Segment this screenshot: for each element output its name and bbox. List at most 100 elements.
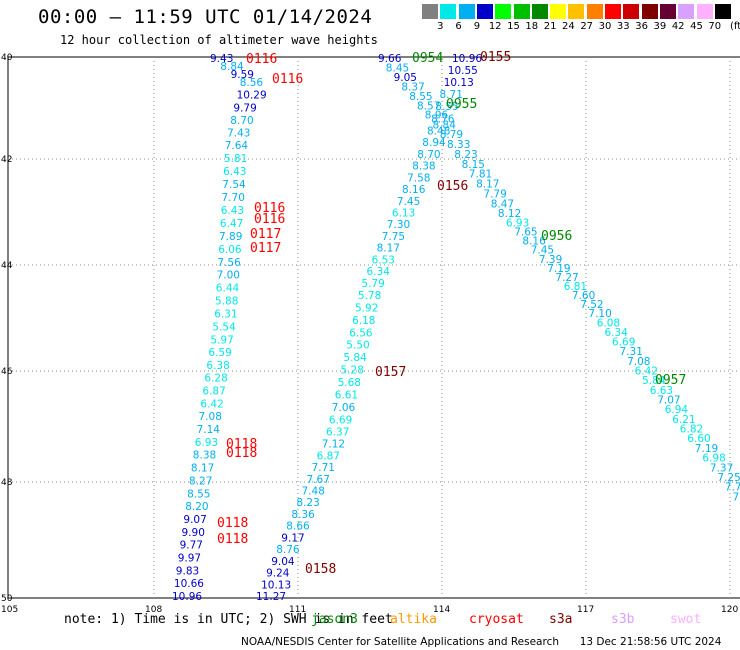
pass-time-label: 0118 xyxy=(226,446,257,461)
wave-height-value: 7.45 xyxy=(531,245,554,257)
color-swatch xyxy=(659,4,676,19)
note-line: note: 1) Time is in UTC; 2) SWH is in fe… xyxy=(64,612,393,627)
wave-height-value: 7.07 xyxy=(657,395,680,407)
satellite-legend-altika: altika xyxy=(390,612,437,627)
wave-height-value: 6.98 xyxy=(702,453,725,465)
wave-height-value: 6.37 xyxy=(326,427,349,439)
longitude-label: 111 xyxy=(289,605,306,615)
wave-height-value: 8.71 xyxy=(440,89,463,101)
wave-height-value: 7.45 xyxy=(397,196,420,208)
latitude-label: 42 xyxy=(1,155,12,165)
wave-height-value: 6.93 xyxy=(506,218,529,230)
color-scale-tick: 9 xyxy=(473,21,481,32)
pass-time-label: 0155 xyxy=(480,50,511,65)
wave-height-value: 7.37 xyxy=(710,462,733,474)
wave-height-value: 6.93 xyxy=(195,437,218,449)
latitude-label: 40 xyxy=(1,53,13,63)
color-swatch xyxy=(531,4,548,19)
wave-height-value: 9.77 xyxy=(180,540,203,552)
pass-time-label: 0116 xyxy=(254,212,285,227)
wave-height-value: 6.42 xyxy=(200,398,223,410)
longitude-label: 117 xyxy=(577,605,594,615)
pass-time-label: 0116 xyxy=(272,72,303,87)
wave-height-value: 8.23 xyxy=(454,149,477,161)
footer: NOAA/NESDIS Center for Satellite Applica… xyxy=(241,636,721,648)
wave-height-value: 8.27 xyxy=(189,475,212,487)
pass-time-label: 0957 xyxy=(655,373,686,388)
wave-height-value: 7.60 xyxy=(572,290,595,302)
wave-height-value: 7.89 xyxy=(219,231,242,243)
wave-height-value: 8.17 xyxy=(191,463,214,475)
wave-height-value: 8.70 xyxy=(417,149,440,161)
latitude-label: 46 xyxy=(1,367,13,377)
satellite-legend-s3a: s3a xyxy=(549,612,573,627)
wave-height-value: 8.55 xyxy=(187,488,210,500)
wave-height-value: 6.87 xyxy=(202,386,225,398)
wave-height-value: 8.84 xyxy=(433,119,457,131)
color-scale-tick: 27 xyxy=(580,21,594,32)
wave-height-value: 6.42 xyxy=(635,366,658,378)
longitude-label: 108 xyxy=(145,605,162,615)
wave-height-value: 8.96 xyxy=(425,110,449,122)
color-swatch xyxy=(586,4,603,19)
pass-time-label: 0955 xyxy=(446,97,477,112)
color-swatch xyxy=(422,4,438,19)
wave-height-value: 8.20 xyxy=(185,501,208,513)
wave-height-value: 6.59 xyxy=(208,347,231,359)
color-swatch xyxy=(605,4,621,19)
wave-height-value: 8.48 xyxy=(427,125,450,137)
wave-height-value: 5.28 xyxy=(341,365,364,377)
color-swatch xyxy=(641,4,658,19)
color-swatch xyxy=(568,4,585,19)
satellite-legend-cryosat: cryosat xyxy=(469,612,524,627)
wave-height-value: 8.55 xyxy=(435,101,458,113)
wave-height-value: 5.92 xyxy=(355,302,378,314)
wave-height-value: 8.37 xyxy=(401,81,424,93)
wave-height-value: 7.64 xyxy=(225,140,249,152)
pass-time-label: 0956 xyxy=(541,229,572,244)
wave-height-value: 6.69 xyxy=(612,336,635,348)
wave-height-value: 9.43 xyxy=(210,53,233,65)
wave-height-value: 10.13 xyxy=(261,579,291,591)
wave-height-value: 5.78 xyxy=(358,290,381,302)
wave-height-value: 7.75 xyxy=(382,231,405,243)
wave-height-value: 9.97 xyxy=(178,553,201,565)
wave-height-value: 10.96 xyxy=(172,591,202,603)
pass-time-label: 0116 xyxy=(246,52,277,67)
wave-height-value: 8.17 xyxy=(377,243,400,255)
wave-height-value: 9.17 xyxy=(281,532,304,544)
color-scale-tick: 24 xyxy=(562,21,575,32)
satellite-legend-s3b: s3b xyxy=(611,612,635,627)
color-scale-unit: (ft) xyxy=(730,21,740,32)
color-swatch xyxy=(623,4,640,19)
pass-time-label: 0156 xyxy=(437,179,468,194)
wave-height-value: 7.30 xyxy=(387,219,410,231)
wave-height-value: 7.52 xyxy=(580,299,603,311)
wave-height-value: 7.08 xyxy=(627,356,650,368)
wave-height-value: 6.18 xyxy=(352,315,375,327)
pass-time-labels: 0116011601160116011701170118011801180118… xyxy=(217,50,686,577)
wave-height-value: 7.27 xyxy=(555,272,578,284)
color-scale-tick: 33 xyxy=(616,21,630,32)
pass-time-label: 0118 xyxy=(217,516,248,531)
wave-height-value: 7.58 xyxy=(407,172,430,184)
wave-height-value: 6.13 xyxy=(392,208,415,220)
wave-height-value: 8.38 xyxy=(412,161,435,173)
wave-height-value: 9.05 xyxy=(394,72,417,84)
wave-height-value: 6.43 xyxy=(221,205,244,217)
wave-height-value: 8.38 xyxy=(193,450,216,462)
wave-height-value: 9.04 xyxy=(271,556,295,568)
color-scale-tick: 36 xyxy=(635,21,648,32)
altimeter-tracks: 9.438.849.598.5610.299.798.707.437.645.8… xyxy=(172,53,740,603)
wave-height-value: 7.08 xyxy=(199,411,222,423)
wave-height-value: 9.90 xyxy=(182,527,205,539)
color-scale-tick: 70 xyxy=(708,21,722,32)
wave-height-value: 7.48 xyxy=(302,486,325,498)
color-swatch xyxy=(678,4,695,19)
footer-credit: NOAA/NESDIS Center for Satellite Applica… xyxy=(241,636,559,648)
wave-height-value: 6.38 xyxy=(206,360,229,372)
color-swatch xyxy=(476,4,493,19)
wave-height-value: 5.50 xyxy=(346,340,369,352)
wave-height-value: 8.66 xyxy=(286,521,310,533)
